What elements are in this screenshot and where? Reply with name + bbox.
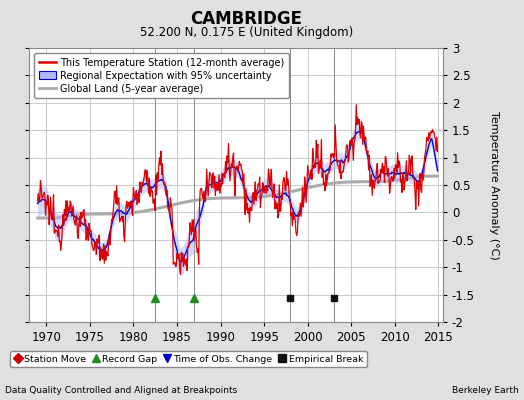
Text: 52.200 N, 0.175 E (United Kingdom): 52.200 N, 0.175 E (United Kingdom) [140,26,353,39]
Legend: This Temperature Station (12-month average), Regional Expectation with 95% uncer: This Temperature Station (12-month avera… [34,53,289,98]
Text: Data Quality Controlled and Aligned at Breakpoints: Data Quality Controlled and Aligned at B… [5,386,237,395]
Text: Berkeley Earth: Berkeley Earth [452,386,519,395]
Legend: Station Move, Record Gap, Time of Obs. Change, Empirical Break: Station Move, Record Gap, Time of Obs. C… [10,351,367,367]
Text: CAMBRIDGE: CAMBRIDGE [190,10,302,28]
Y-axis label: Temperature Anomaly (°C): Temperature Anomaly (°C) [489,111,499,259]
